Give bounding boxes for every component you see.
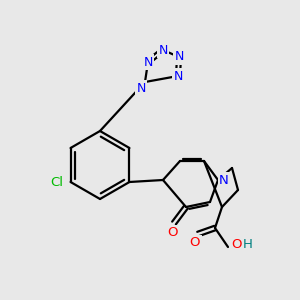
Text: N: N	[174, 50, 184, 64]
Text: N: N	[158, 44, 168, 56]
Text: O: O	[168, 226, 178, 239]
Text: H: H	[243, 238, 253, 251]
Text: Cl: Cl	[50, 176, 63, 188]
Text: N: N	[219, 173, 229, 187]
Text: N: N	[136, 82, 146, 94]
Text: N: N	[143, 56, 153, 68]
Text: N: N	[173, 70, 183, 83]
Text: O: O	[190, 236, 200, 250]
Text: O: O	[231, 238, 241, 251]
